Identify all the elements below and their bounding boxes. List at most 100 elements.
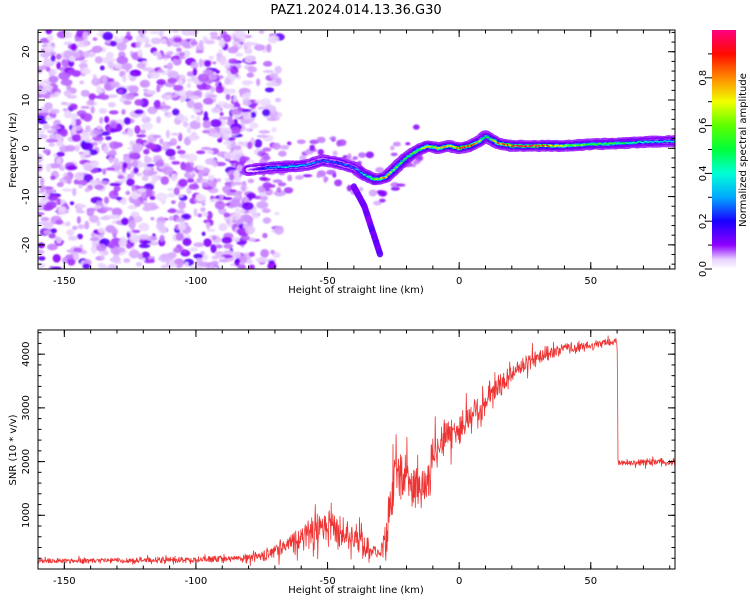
ridge-cell: [395, 166, 399, 169]
noise-blob: [210, 86, 215, 93]
noise-blob: [228, 58, 238, 64]
spectrogram-image: [38, 30, 675, 269]
ridge-cell: [534, 145, 538, 148]
noise-blob: [92, 37, 98, 41]
ridge-cell: [587, 143, 590, 146]
noise-blob: [390, 186, 400, 191]
ridge-cell: [598, 142, 601, 145]
noise-blob: [296, 139, 306, 145]
chart-title: PAZ1.2024.014.13.36.G30: [270, 3, 441, 18]
noise-blob: [240, 235, 250, 241]
noise-blob: [392, 141, 401, 147]
noise-blob: [195, 257, 203, 267]
ridge-cell: [332, 160, 335, 163]
noise-blob: [159, 38, 167, 44]
y-tick-label: 3000: [21, 395, 32, 420]
noise-blob: [232, 216, 239, 222]
noise-blob: [46, 129, 58, 134]
noise-blob: [48, 75, 59, 83]
noise-blob: [272, 142, 282, 150]
ridge-cell: [315, 161, 318, 164]
noise-blob: [92, 130, 103, 135]
ridge-cell: [484, 135, 487, 137]
noise-blob: [109, 214, 121, 220]
ridge-cell: [266, 167, 269, 170]
x-tick-label: 0: [456, 576, 462, 587]
noise-blob: [94, 205, 102, 209]
ridge-cell: [339, 162, 342, 165]
noise-blob: [81, 142, 94, 151]
noise-blob: [215, 244, 223, 249]
ridge-cell: [247, 169, 250, 172]
noise-blob: [218, 75, 223, 80]
noise-blob: [86, 208, 95, 217]
noise-blob: [226, 219, 231, 225]
ridge-cell: [427, 145, 430, 148]
noise-blob: [262, 60, 273, 67]
snr-ylabel: SNR (10 * v/v): [8, 414, 19, 485]
x-tick-label: -50: [319, 576, 335, 587]
noise-blob: [80, 113, 86, 120]
noise-blob: [82, 263, 91, 269]
ridge-cell: [383, 177, 386, 179]
noise-blob: [134, 99, 144, 106]
colorbar-tick-label: 0.6: [698, 118, 709, 134]
noise-blob: [102, 250, 109, 256]
noise-blob: [105, 225, 116, 233]
ridge-cell: [481, 138, 484, 140]
noise-blob: [246, 192, 256, 199]
noise-blob: [221, 236, 233, 244]
noise-blob: [80, 89, 90, 97]
noise-blob: [176, 145, 181, 150]
noise-blob: [60, 199, 66, 205]
noise-blob: [107, 59, 114, 69]
noise-blob: [277, 182, 287, 187]
noise-blob: [295, 175, 304, 180]
snr-frame: [37, 329, 676, 570]
noise-blob: [212, 266, 219, 269]
noise-blob: [45, 163, 52, 173]
noise-blob: [138, 234, 150, 240]
noise-blob: [141, 175, 149, 182]
ridge-cell: [397, 164, 400, 167]
noise-blob: [64, 110, 72, 119]
noise-blob: [210, 244, 217, 254]
noise-blob: [173, 187, 180, 196]
noise-blob: [76, 204, 86, 208]
noise-blob: [405, 142, 411, 146]
noise-blob: [280, 145, 290, 150]
ridge-cell: [533, 144, 536, 147]
noise-blob: [141, 122, 154, 131]
ridge-cell: [509, 144, 512, 147]
x-tick-label: 50: [584, 576, 597, 587]
x-tick-label: 50: [584, 276, 597, 287]
noise-blob: [271, 127, 277, 133]
colorbar-gradient: [712, 30, 736, 269]
noise-blob: [334, 179, 343, 187]
noise-blob: [190, 115, 196, 119]
noise-blob: [99, 65, 105, 71]
noise-blob: [219, 194, 224, 201]
noise-blob: [234, 30, 247, 39]
noise-blob: [149, 30, 161, 35]
noise-blob: [78, 62, 88, 69]
noise-blob: [173, 84, 184, 92]
noise-blob: [50, 228, 57, 234]
noise-blob: [105, 83, 112, 91]
noise-blob: [145, 143, 158, 150]
noise-blob: [62, 257, 68, 264]
noise-blob: [80, 67, 91, 75]
noise-blob: [69, 201, 75, 206]
noise-blob: [202, 129, 210, 134]
noise-blob: [204, 39, 216, 45]
colorbar: 0.0 0.2 0.4 0.6 0.8 Normalized spectral ampl…: [698, 30, 749, 277]
ridge-cell: [365, 175, 369, 178]
y-tick-label: -20: [21, 237, 32, 253]
ridge-cell: [654, 140, 658, 143]
noise-blob: [219, 256, 225, 261]
noise-blob: [134, 125, 141, 134]
noise-blob: [202, 69, 214, 75]
noise-blob: [223, 34, 232, 43]
ridge-cell: [392, 168, 395, 171]
